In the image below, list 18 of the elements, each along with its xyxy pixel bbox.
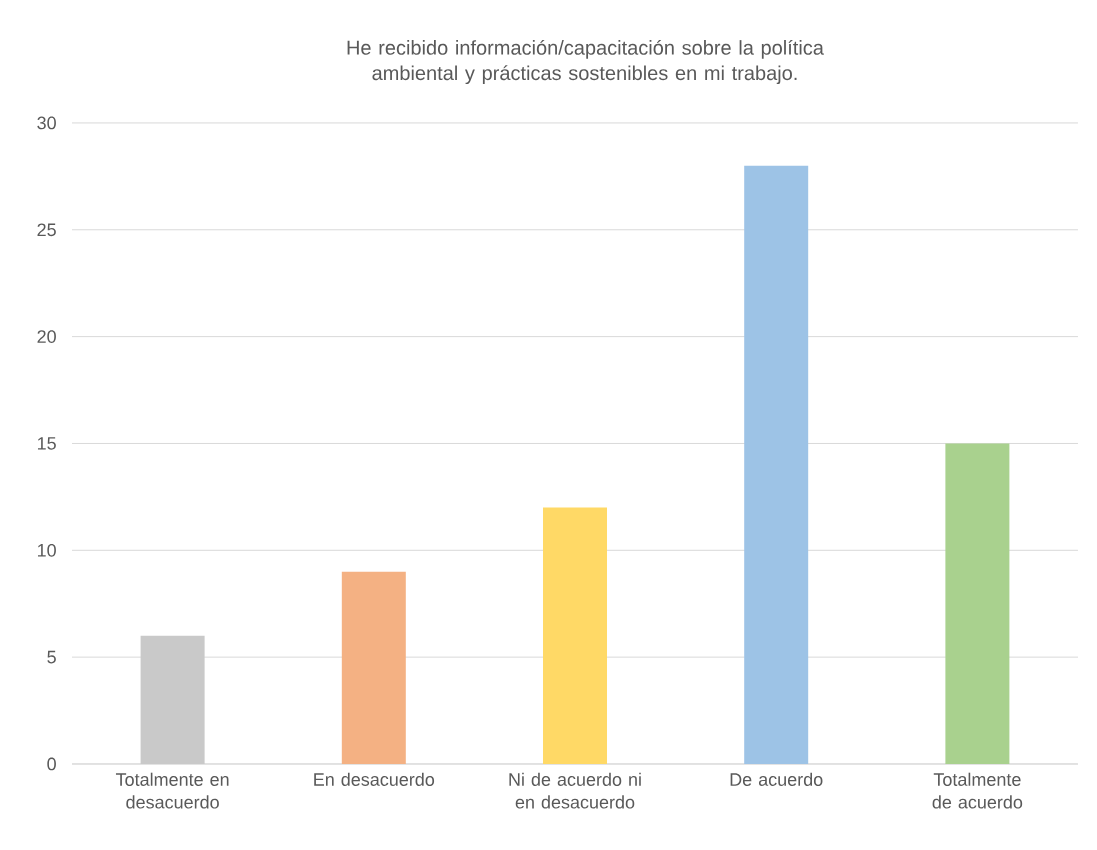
y-tick-label: 25 (37, 223, 56, 237)
x-tick-label: Totalmente de acuerdo (932, 772, 1023, 809)
x-tick-label: En desacuerdo (314, 772, 435, 786)
y-tick-label: 15 (37, 437, 56, 450)
bar (341, 571, 406, 764)
bar (140, 635, 205, 764)
y-tick-label: 5 (47, 650, 56, 664)
y-tick-label: 20 (37, 330, 56, 343)
y-tick-label: 10 (37, 543, 56, 557)
bar (543, 507, 607, 764)
x-tick-label: De acuerdo (730, 772, 823, 786)
bar (744, 165, 809, 764)
bar (945, 443, 1010, 764)
y-tick-label: 30 (37, 116, 56, 130)
x-tick-label: Totalmente en desacuerdo (115, 772, 229, 809)
chart-title: He recibido información/capacitación sobre la política ambiental y prácticas sostenibles en mi trabajo. (347, 39, 824, 85)
y-tick-label: 0 (47, 757, 56, 771)
x-tick-label: Ni de acuerdo ni en desacuerdo (509, 772, 641, 809)
